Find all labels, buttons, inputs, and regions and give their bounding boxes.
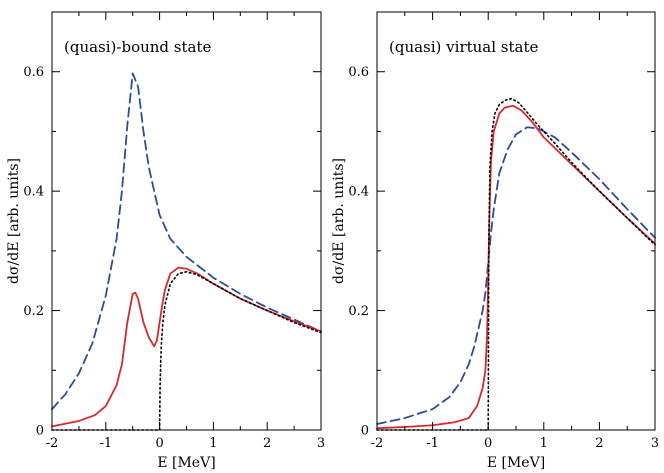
series-dashed-blue-line	[376, 126, 656, 425]
series-solid-red-line	[376, 104, 656, 430]
x-axis-label: E [MeV]	[487, 455, 545, 471]
chart-panel-bound-state: -2 -1 0 1 2 3 0 0.2 0.4 0.6 E [MeV] dσ/dE [arb. uni…	[6, 11, 325, 471]
x-tick-label: 2	[263, 436, 271, 451]
x-tick-label: 3	[317, 436, 325, 451]
y-tick-label: 0	[36, 424, 44, 439]
plot-frame	[51, 11, 322, 431]
y-axis-label: dσ/dE [arb. units]	[6, 158, 22, 284]
x-tick-label: -1	[426, 436, 439, 451]
x-tick-label: 3	[651, 436, 659, 451]
series-dotted-black-line	[376, 97, 656, 431]
x-tick-label: 1	[209, 436, 217, 451]
x-axis-label: E [MeV]	[157, 455, 215, 471]
x-tick-label: 1	[540, 436, 548, 451]
plot-frame	[376, 11, 656, 431]
panel-title: (quasi) virtual state	[389, 38, 539, 56]
x-tick-label: -2	[371, 436, 384, 451]
x-tick-label: -1	[99, 436, 112, 451]
x-tick-label: 0	[484, 436, 492, 451]
y-tick-label: 0.6	[348, 65, 369, 80]
series-dashed-blue-line	[51, 72, 322, 410]
y-tick-label: 0.6	[23, 65, 44, 80]
x-tick-label: 2	[595, 436, 603, 451]
y-tick-label: 0.2	[23, 304, 44, 319]
y-tick-label: 0.2	[348, 304, 369, 319]
x-tick-label: -2	[46, 436, 59, 451]
y-tick-label: 0.4	[348, 185, 369, 200]
series-solid-red-line	[51, 266, 322, 428]
panel-title: (quasi)-bound state	[64, 38, 211, 56]
y-tick-label: 0	[361, 424, 369, 439]
y-axis-label: dσ/dE [arb. units]	[331, 158, 347, 284]
x-tick-label: 0	[155, 436, 163, 451]
chart-panel-virtual-state: -2 -1 0 1 2 3 0 0.2 0.4 0.6 E [MeV] dσ/dE [arb. uni…	[331, 11, 659, 471]
y-tick-label: 0.4	[23, 185, 44, 200]
series-dotted-black-line	[51, 270, 322, 431]
